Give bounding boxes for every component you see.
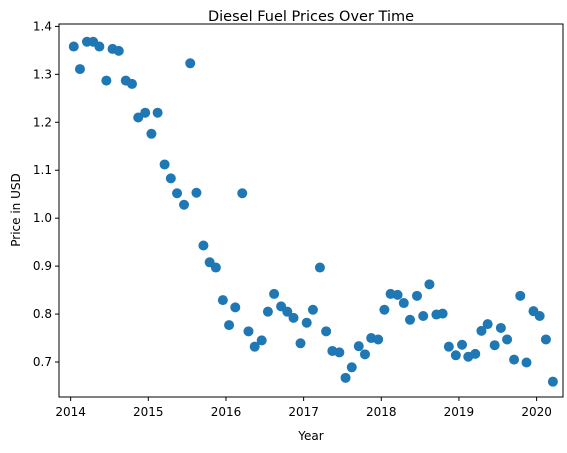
x-tick-label: 2014 [55, 405, 86, 419]
data-point [288, 312, 299, 323]
points-layer [68, 36, 558, 387]
data-point [470, 348, 481, 359]
data-point [198, 240, 209, 251]
data-point [509, 354, 520, 365]
data-point [405, 314, 416, 325]
x-tick-label: 2015 [133, 405, 164, 419]
y-tick-label: 1.1 [33, 163, 52, 177]
x-tick-label: 2020 [521, 405, 552, 419]
data-point [443, 341, 454, 352]
data-point [353, 341, 364, 352]
data-point [515, 290, 526, 301]
data-point [418, 310, 429, 321]
data-point [314, 262, 325, 273]
y-tick-label: 0.9 [33, 259, 52, 273]
data-point [495, 322, 506, 333]
data-point [185, 58, 196, 69]
y-tick-label: 1.4 [33, 19, 52, 33]
x-tick-label: 2016 [211, 405, 242, 419]
x-axis-label: Year [297, 429, 323, 443]
y-axis-label: Price in USD [9, 173, 23, 246]
data-point [424, 279, 435, 290]
data-point [101, 75, 112, 86]
data-point [450, 350, 461, 361]
data-point [127, 78, 137, 89]
y-tick-label: 1.0 [33, 211, 52, 225]
data-point [94, 41, 105, 52]
data-point [412, 290, 422, 301]
data-point [159, 159, 170, 170]
data-point [68, 41, 79, 52]
x-tick-label: 2017 [288, 405, 319, 419]
data-point [140, 107, 151, 118]
data-point [534, 310, 545, 321]
data-point [482, 319, 493, 330]
data-point [256, 335, 267, 346]
chart-title: Diesel Fuel Prices Over Time [208, 9, 414, 25]
data-point [249, 341, 260, 352]
data-point [269, 288, 280, 299]
data-point [307, 304, 318, 315]
data-point [521, 357, 532, 368]
data-point [113, 45, 124, 56]
data-point [230, 302, 241, 313]
data-point [146, 128, 157, 139]
y-tick-label: 1.2 [33, 115, 52, 129]
data-point [243, 326, 254, 337]
data-point [262, 306, 273, 317]
data-point [346, 362, 357, 373]
data-point [282, 306, 293, 317]
data-point [321, 326, 332, 337]
y-axis: 0.7 0.8 0.9 1.0 1.1 1.2 1.3 1.4 [33, 19, 59, 369]
data-point [437, 308, 448, 319]
data-point [172, 188, 183, 199]
x-axis: 2014 2015 2016 2017 2018 2019 2020 [55, 397, 552, 419]
data-point [476, 325, 487, 336]
data-point [359, 349, 370, 360]
data-point [334, 347, 345, 358]
data-point [165, 173, 176, 184]
x-tick-label: 2019 [444, 405, 475, 419]
data-point [237, 188, 248, 199]
data-point [179, 199, 190, 210]
data-point [489, 340, 500, 351]
data-point [379, 304, 390, 315]
data-point [191, 187, 202, 198]
data-point [152, 107, 163, 118]
data-point [133, 112, 144, 123]
data-point [210, 262, 221, 273]
plot-frame [58, 23, 564, 398]
data-point [301, 317, 312, 328]
data-point [547, 376, 558, 387]
data-point [217, 295, 228, 306]
data-point [224, 320, 235, 331]
data-point [373, 334, 384, 345]
data-point [74, 64, 85, 75]
data-point [398, 298, 409, 309]
x-tick-label: 2018 [366, 405, 397, 419]
data-point [457, 339, 468, 350]
y-tick-label: 0.8 [33, 307, 52, 321]
data-point [340, 372, 351, 383]
data-point [502, 334, 513, 345]
y-tick-label: 1.3 [33, 67, 52, 81]
data-point [295, 338, 306, 349]
y-tick-label: 0.7 [33, 355, 52, 369]
data-point [540, 334, 551, 345]
data-point [392, 289, 403, 300]
